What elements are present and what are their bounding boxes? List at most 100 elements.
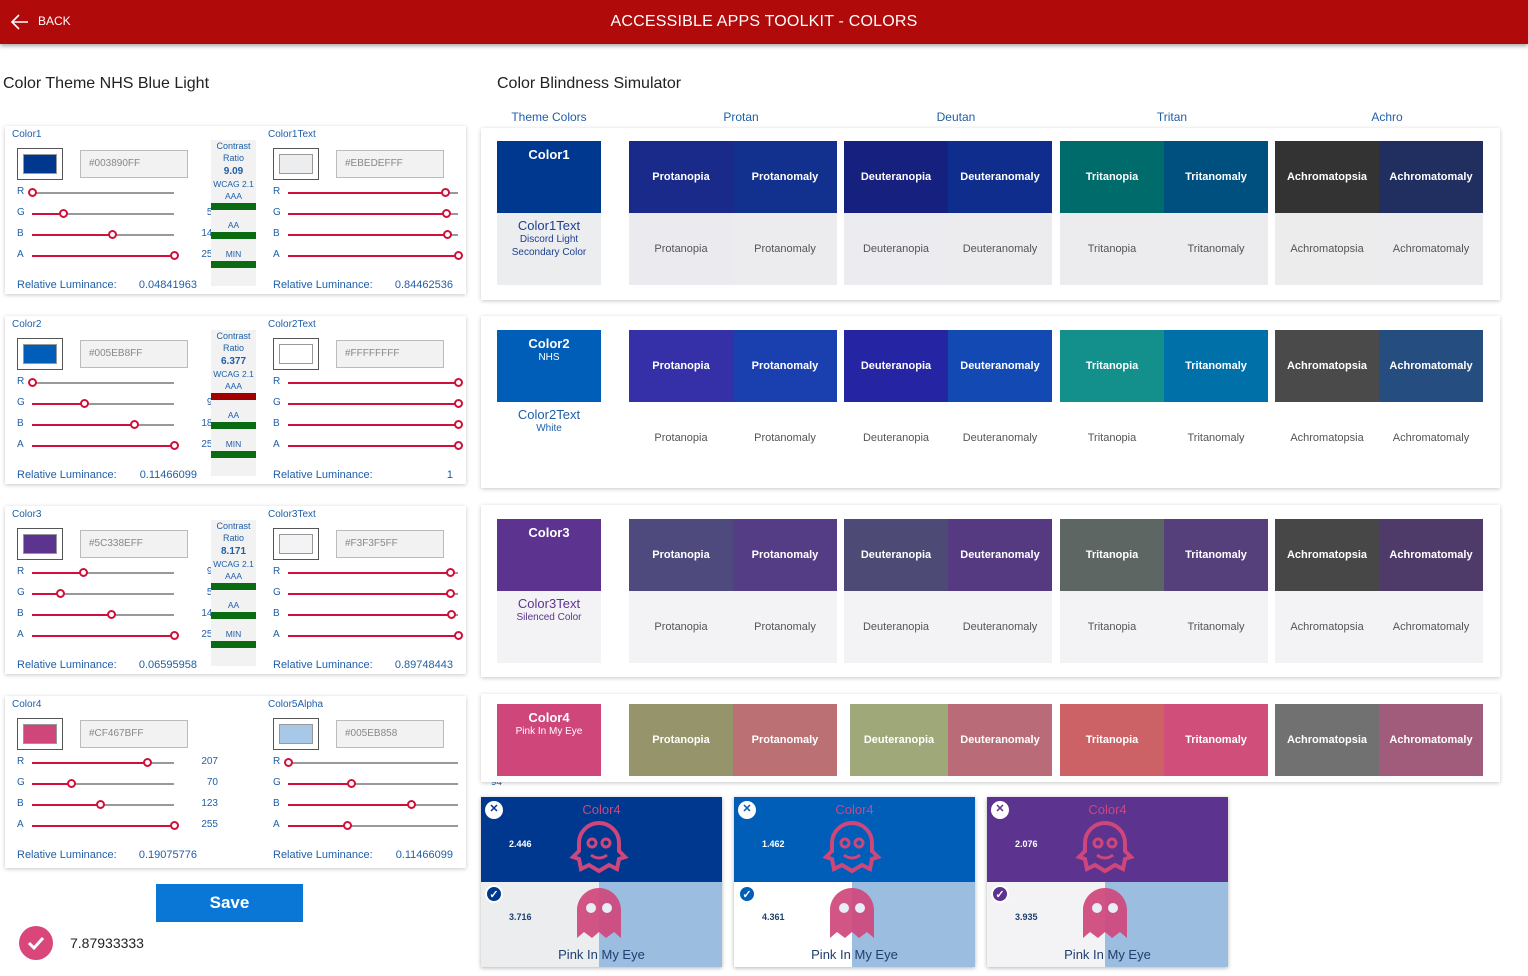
slider-thumb[interactable] <box>446 589 455 598</box>
hex-input[interactable]: #5C338EFF <box>80 530 188 558</box>
slider-thumb[interactable] <box>143 758 153 767</box>
hex-input[interactable]: #F3F3F5FF <box>336 530 444 558</box>
channel-slider[interactable] <box>32 234 174 236</box>
slider-thumb[interactable] <box>108 230 118 239</box>
channel-slider[interactable] <box>288 572 458 574</box>
close-icon[interactable]: ✕ <box>485 801 503 819</box>
channel-slider[interactable] <box>288 825 458 827</box>
slider-thumb[interactable] <box>130 420 140 429</box>
hex-input[interactable]: #FFFFFFFF <box>336 340 444 368</box>
close-icon[interactable]: ✕ <box>738 801 756 819</box>
back-button[interactable]: BACK <box>38 14 71 28</box>
channel-slider[interactable] <box>288 635 458 637</box>
channel-slider[interactable] <box>288 255 458 257</box>
channel-slider[interactable] <box>32 593 174 595</box>
slider-thumb[interactable] <box>447 610 457 619</box>
channel-slider[interactable] <box>288 192 458 194</box>
slider-thumb[interactable] <box>454 420 463 429</box>
theme-color-swatch[interactable]: Color3 <box>497 519 601 591</box>
close-icon[interactable]: ✕ <box>991 801 1009 819</box>
theme-text-swatch[interactable]: Color3Text Silenced Color <box>497 591 601 663</box>
slider-thumb[interactable] <box>170 631 179 640</box>
hex-input[interactable]: #003890FF <box>80 150 188 178</box>
channel-slider[interactable] <box>288 783 458 785</box>
theme-text-swatch[interactable]: Color1Text Discord Light Secondary Color <box>497 213 601 285</box>
slider-thumb[interactable] <box>80 399 90 408</box>
channel-slider[interactable] <box>32 192 174 194</box>
preview-label: Pink In My Eye <box>1064 947 1151 962</box>
theme-text-swatch[interactable]: Color2Text White <box>497 402 601 474</box>
channel-slider[interactable] <box>288 593 458 595</box>
channel-slider[interactable] <box>32 614 174 616</box>
color-swatch[interactable] <box>17 718 63 750</box>
channel-slider[interactable] <box>288 445 458 447</box>
back-arrow-icon[interactable] <box>10 12 30 32</box>
channel-slider[interactable] <box>288 382 458 384</box>
channel-slider[interactable] <box>32 572 174 574</box>
simulated-color-swatch: Deuteranomaly <box>948 141 1052 213</box>
color-swatch[interactable] <box>273 718 319 750</box>
slider-thumb[interactable] <box>342 821 352 830</box>
hex-input[interactable]: #EBEDEFFF <box>336 150 444 178</box>
slider-thumb[interactable] <box>454 631 463 640</box>
slider-thumb[interactable] <box>346 779 356 788</box>
color-pair-card: Color2#005EB8FFR0G94B184A255Relative Lum… <box>5 316 502 484</box>
theme-color-swatch[interactable]: Color1 <box>497 141 601 213</box>
channel-slider[interactable] <box>288 234 458 236</box>
color-swatch[interactable] <box>273 338 319 370</box>
hex-input[interactable]: #CF467BFF <box>80 720 188 748</box>
slider-thumb[interactable] <box>28 188 37 197</box>
theme-color-swatch[interactable]: Color4 Pink In My Eye <box>497 704 601 776</box>
channel-slider[interactable] <box>288 213 458 215</box>
slider-thumb[interactable] <box>28 378 37 387</box>
channel-slider[interactable] <box>288 614 458 616</box>
slider-thumb[interactable] <box>56 589 66 598</box>
slider-thumb[interactable] <box>443 230 453 239</box>
channel-slider[interactable] <box>32 783 174 785</box>
check-icon[interactable]: ✓ <box>485 885 503 903</box>
slider-thumb[interactable] <box>442 209 451 218</box>
theme-color-swatch[interactable]: Color2 NHS <box>497 330 601 402</box>
check-icon[interactable]: ✓ <box>991 885 1009 903</box>
slider-thumb[interactable] <box>66 779 76 788</box>
slider-thumb[interactable] <box>59 209 69 218</box>
hex-input[interactable]: #005EB8FF <box>80 340 188 368</box>
color-swatch[interactable] <box>17 528 63 560</box>
channel-slider[interactable] <box>32 825 174 827</box>
channel-slider[interactable] <box>288 804 458 806</box>
channel-slider[interactable] <box>32 382 174 384</box>
slider-thumb[interactable] <box>454 378 463 387</box>
slider-thumb[interactable] <box>440 188 450 197</box>
save-button[interactable]: Save <box>156 884 303 922</box>
channel-slider[interactable] <box>32 255 174 257</box>
color-swatch[interactable] <box>273 148 319 180</box>
channel-slider[interactable] <box>32 445 174 447</box>
check-icon[interactable]: ✓ <box>738 885 756 903</box>
channel-slider[interactable] <box>288 424 458 426</box>
slider-thumb[interactable] <box>284 758 293 767</box>
channel-slider[interactable] <box>32 424 174 426</box>
channel-slider[interactable] <box>32 762 174 764</box>
channel-slider[interactable] <box>288 762 458 764</box>
channel-slider[interactable] <box>32 213 174 215</box>
channel-slider[interactable] <box>32 635 174 637</box>
channel-value: 255 <box>201 439 218 450</box>
simulated-color-swatch: Deuteranomaly <box>948 704 1052 776</box>
slider-thumb[interactable] <box>454 441 463 450</box>
slider-thumb[interactable] <box>170 251 179 260</box>
slider-thumb[interactable] <box>170 441 179 450</box>
color-swatch[interactable] <box>273 528 319 560</box>
slider-thumb[interactable] <box>406 800 416 809</box>
hex-input[interactable]: #005EB858 <box>336 720 444 748</box>
slider-thumb[interactable] <box>454 251 463 260</box>
channel-slider[interactable] <box>288 403 458 405</box>
slider-thumb[interactable] <box>107 610 117 619</box>
color-swatch[interactable] <box>17 148 63 180</box>
slider-thumb[interactable] <box>79 568 89 577</box>
slider-thumb[interactable] <box>454 399 463 408</box>
channel-slider[interactable] <box>32 403 174 405</box>
slider-thumb[interactable] <box>96 800 106 809</box>
color-swatch[interactable] <box>17 338 63 370</box>
slider-thumb[interactable] <box>170 821 179 830</box>
slider-thumb[interactable] <box>446 568 455 577</box>
